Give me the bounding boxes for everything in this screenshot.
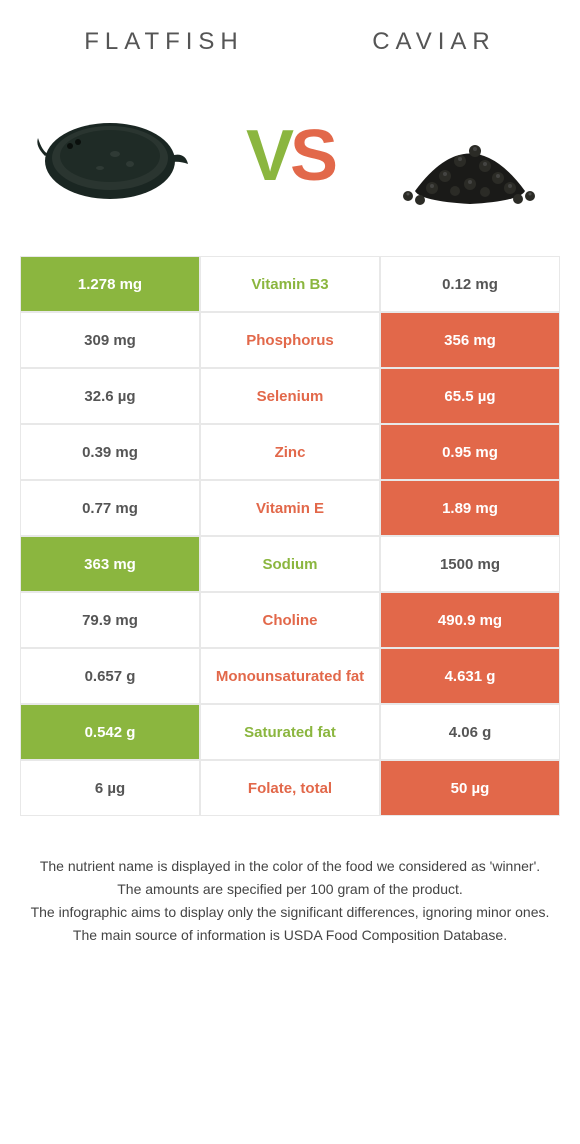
left-value: 1.278 mg <box>20 256 200 312</box>
left-value: 0.77 mg <box>20 480 200 536</box>
right-value: 1.89 mg <box>380 480 560 536</box>
nutrient-name: Choline <box>200 592 380 648</box>
footer-line: The main source of information is USDA F… <box>30 925 550 946</box>
nutrient-name: Saturated fat <box>200 704 380 760</box>
nutrient-name: Zinc <box>200 424 380 480</box>
nutrient-name: Vitamin B3 <box>200 256 380 312</box>
nutrient-name: Sodium <box>200 536 380 592</box>
table-row: 0.77 mgVitamin E1.89 mg <box>20 480 560 536</box>
table-row: 1.278 mgVitamin B30.12 mg <box>20 256 560 312</box>
right-value: 65.5 µg <box>380 368 560 424</box>
caviar-image <box>390 96 550 216</box>
images-row: VS <box>0 66 580 256</box>
right-food-title: CAVIAR <box>372 28 496 56</box>
table-row: 309 mgPhosphorus356 mg <box>20 312 560 368</box>
nutrient-name: Monounsaturated fat <box>200 648 380 704</box>
left-value: 363 mg <box>20 536 200 592</box>
table-row: 0.542 gSaturated fat4.06 g <box>20 704 560 760</box>
nutrient-name: Folate, total <box>200 760 380 816</box>
left-food-title: FLATFISH <box>84 28 244 56</box>
vs-label: VS <box>246 115 334 197</box>
right-value: 4.631 g <box>380 648 560 704</box>
vs-v: V <box>246 116 290 196</box>
right-value: 490.9 mg <box>380 592 560 648</box>
table-row: 79.9 mgCholine490.9 mg <box>20 592 560 648</box>
nutrient-name: Phosphorus <box>200 312 380 368</box>
left-value: 6 µg <box>20 760 200 816</box>
left-value: 79.9 mg <box>20 592 200 648</box>
left-value: 0.657 g <box>20 648 200 704</box>
right-value: 0.12 mg <box>380 256 560 312</box>
footer-notes: The nutrient name is displayed in the co… <box>0 816 580 968</box>
footer-line: The infographic aims to display only the… <box>30 902 550 923</box>
left-value: 32.6 µg <box>20 368 200 424</box>
table-row: 0.39 mgZinc0.95 mg <box>20 424 560 480</box>
footer-line: The amounts are specified per 100 gram o… <box>30 879 550 900</box>
left-value: 0.542 g <box>20 704 200 760</box>
vs-s: S <box>290 116 334 196</box>
flatfish-image <box>30 96 190 216</box>
footer-line: The nutrient name is displayed in the co… <box>30 856 550 877</box>
nutrient-name: Vitamin E <box>200 480 380 536</box>
comparison-table: 1.278 mgVitamin B30.12 mg309 mgPhosphoru… <box>20 256 560 816</box>
nutrient-name: Selenium <box>200 368 380 424</box>
left-value: 0.39 mg <box>20 424 200 480</box>
table-row: 6 µgFolate, total50 µg <box>20 760 560 816</box>
right-value: 356 mg <box>380 312 560 368</box>
right-value: 0.95 mg <box>380 424 560 480</box>
right-value: 4.06 g <box>380 704 560 760</box>
table-row: 363 mgSodium1500 mg <box>20 536 560 592</box>
header-row: FLATFISH CAVIAR <box>0 0 580 66</box>
table-row: 0.657 gMonounsaturated fat4.631 g <box>20 648 560 704</box>
table-row: 32.6 µgSelenium65.5 µg <box>20 368 560 424</box>
right-value: 1500 mg <box>380 536 560 592</box>
right-value: 50 µg <box>380 760 560 816</box>
left-value: 309 mg <box>20 312 200 368</box>
